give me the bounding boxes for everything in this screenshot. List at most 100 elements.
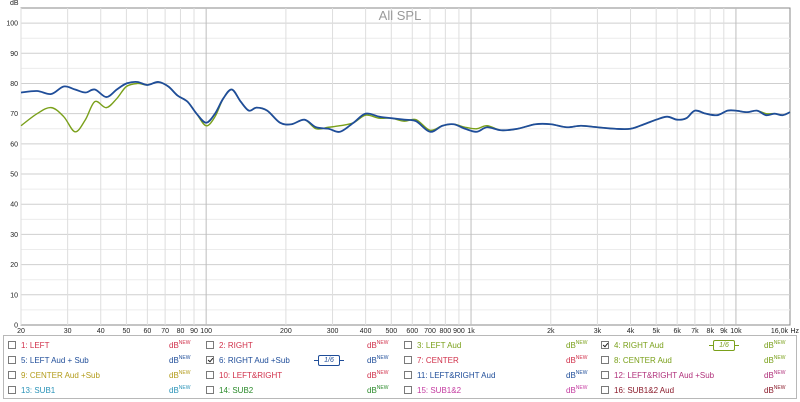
plot-area xyxy=(20,7,791,326)
legend-checkbox[interactable] xyxy=(8,356,16,364)
legend-label: 2: RIGHT xyxy=(219,340,253,350)
legend-checkbox[interactable] xyxy=(8,371,16,379)
legend-item[interactable]: 3: LEFT Aud xyxy=(404,338,461,352)
x-tick-label: 90 xyxy=(190,328,198,334)
legend-checkbox[interactable] xyxy=(601,356,609,364)
legend-db-button[interactable]: dBNEW xyxy=(764,370,785,380)
legend-checkbox[interactable] xyxy=(404,356,412,364)
new-label: NEW xyxy=(178,355,191,361)
legend-item[interactable]: 7: CENTER xyxy=(404,353,459,367)
y-tick-label: 10 xyxy=(10,292,18,299)
legend-checkbox[interactable] xyxy=(404,386,412,394)
legend-item[interactable]: 8: CENTER Aud xyxy=(601,353,672,367)
legend-checkbox[interactable] xyxy=(404,341,412,349)
new-label: NEW xyxy=(773,385,786,391)
db-label: dB xyxy=(169,341,179,350)
legend-db-button[interactable]: dBNEW xyxy=(764,355,785,365)
legend-db-button[interactable]: dBNEW xyxy=(169,370,190,380)
legend-checkbox[interactable] xyxy=(601,371,609,379)
x-tick-label: 1k xyxy=(467,328,475,334)
legend-db-button[interactable]: dBNEW xyxy=(764,340,785,350)
legend-label: 12: LEFT&RIGHT Aud +Sub xyxy=(614,370,715,380)
x-tick-label: 600 xyxy=(406,328,418,334)
x-tick-label: 20 xyxy=(17,328,25,334)
chart-title: All SPL xyxy=(379,8,422,23)
db-label: dB xyxy=(764,356,774,365)
db-label: dB xyxy=(169,356,179,365)
db-label: dB xyxy=(566,356,576,365)
legend-checkbox[interactable] xyxy=(8,341,16,349)
legend-checkbox[interactable] xyxy=(601,386,609,394)
legend-label: 3: LEFT Aud xyxy=(417,340,462,350)
series-lines xyxy=(20,81,791,133)
smoothing-badge[interactable]: 1/6 xyxy=(709,340,739,351)
legend-checkbox[interactable] xyxy=(206,341,214,349)
smoothing-badge[interactable]: 1/6 xyxy=(314,355,344,366)
legend-db-button[interactable]: dBNEW xyxy=(169,355,190,365)
y-tick-labels: 0 10 20 30 40 50 60 70 80 90 100 xyxy=(6,21,18,330)
db-label: dB xyxy=(764,341,774,350)
legend-db-button[interactable]: dBNEW xyxy=(566,355,587,365)
legend-item[interactable]: 9: CENTER Aud +Sub xyxy=(8,368,100,382)
new-label: NEW xyxy=(575,340,588,346)
x-tick-label: 6k xyxy=(673,328,681,334)
new-label: NEW xyxy=(376,370,389,376)
db-label: dB xyxy=(367,356,377,365)
new-label: NEW xyxy=(575,385,588,391)
x-tick-label: 50 xyxy=(123,328,131,334)
x-tick-label: 8k xyxy=(707,328,715,334)
legend-label: 13: SUB1 xyxy=(21,385,56,395)
legend-db-button[interactable]: dBNEW xyxy=(566,340,587,350)
legend-label: 10: LEFT&RIGHT xyxy=(219,370,283,380)
legend-panel: 1: LEFT dBNEW 2: RIGHT dBNEW 3: LEFT Aud dBNE… xyxy=(3,335,797,399)
x-tick-label: 700 xyxy=(424,328,436,334)
legend-checkbox[interactable] xyxy=(8,386,16,394)
legend-db-button[interactable]: dBNEW xyxy=(169,385,190,395)
x-tick-label: 70 xyxy=(161,328,169,334)
db-label: dB xyxy=(169,371,179,380)
legend-item[interactable]: 10: LEFT&RIGHT xyxy=(206,368,282,382)
y-tick-label: 20 xyxy=(10,262,18,269)
legend-item[interactable]: 2: RIGHT xyxy=(206,338,253,352)
db-label: dB xyxy=(764,386,774,395)
legend-item[interactable]: 11: LEFT&RIGHT Aud xyxy=(404,368,495,382)
legend-checkbox[interactable] xyxy=(206,356,214,364)
x-tick-label: 4k xyxy=(627,328,635,334)
legend-item[interactable]: 4: RIGHT Aud xyxy=(601,338,664,352)
legend-db-button[interactable]: dBNEW xyxy=(169,340,190,350)
legend-item[interactable]: 16: SUB1&2 Aud xyxy=(601,383,674,397)
legend-db-button[interactable]: dBNEW xyxy=(367,385,388,395)
x-tick-label: 3k xyxy=(594,328,602,334)
legend-item[interactable]: 1: LEFT xyxy=(8,338,49,352)
legend-item[interactable]: 13: SUB1 xyxy=(8,383,55,397)
legend-db-button[interactable]: dBNEW xyxy=(566,385,587,395)
legend-item[interactable]: 15: SUB1&2 xyxy=(404,383,461,397)
legend-db-button[interactable]: dBNEW xyxy=(764,385,785,395)
new-label: NEW xyxy=(773,340,786,346)
new-label: NEW xyxy=(178,340,191,346)
new-label: NEW xyxy=(178,385,191,391)
x-tick-label: 900 xyxy=(453,328,465,334)
db-label: dB xyxy=(367,371,377,380)
legend-checkbox[interactable] xyxy=(404,371,412,379)
legend-label: 9: CENTER Aud +Sub xyxy=(21,370,100,380)
legend-db-button[interactable]: dBNEW xyxy=(566,370,587,380)
legend-checkbox[interactable] xyxy=(206,386,214,394)
legend-db-button[interactable]: dBNEW xyxy=(367,370,388,380)
db-label: dB xyxy=(367,341,377,350)
legend-item[interactable]: 6: RIGHT Aud +Sub xyxy=(206,353,290,367)
spl-chart: 0 10 20 30 40 50 60 70 80 90 100 20 30 40 50 60 70 80 90 1… xyxy=(6,0,799,334)
legend-item[interactable]: 12: LEFT&RIGHT Aud +Sub xyxy=(601,368,714,382)
legend-db-button[interactable]: dBNEW xyxy=(367,355,388,365)
x-tick-label: 5k xyxy=(652,328,660,334)
legend-checkbox[interactable] xyxy=(601,341,609,349)
x-tick-label: 500 xyxy=(385,328,397,334)
new-label: NEW xyxy=(773,370,786,376)
x-tick-label: 30 xyxy=(64,328,72,334)
x-tick-label: 800 xyxy=(440,328,452,334)
x-axis-unit: Hz xyxy=(790,328,799,334)
legend-db-button[interactable]: dBNEW xyxy=(367,340,388,350)
legend-item[interactable]: 14: SUB2 xyxy=(206,383,253,397)
legend-item[interactable]: 5: LEFT Aud + Sub xyxy=(8,353,89,367)
legend-checkbox[interactable] xyxy=(206,371,214,379)
